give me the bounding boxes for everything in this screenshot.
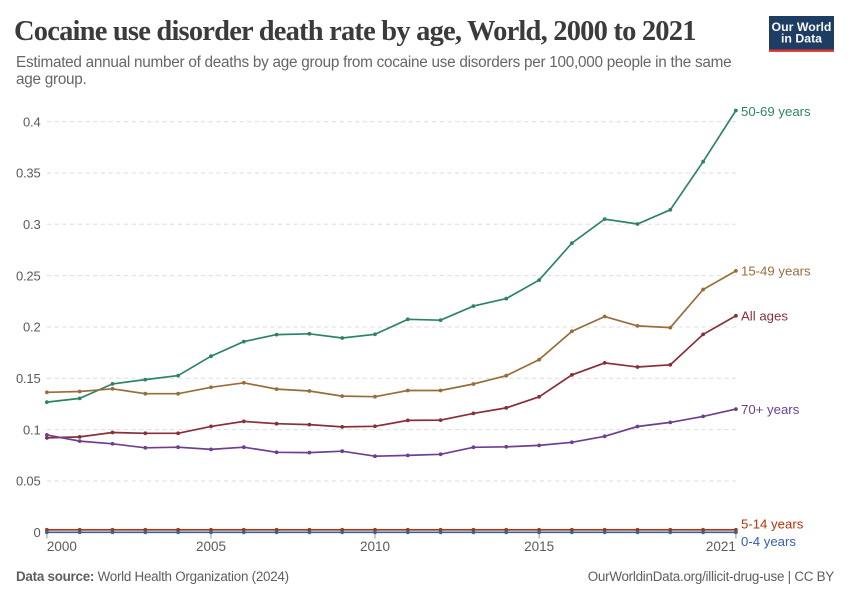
svg-text:0.15: 0.15 (16, 371, 41, 386)
svg-text:All ages: All ages (741, 309, 788, 324)
svg-text:in Data: in Data (781, 32, 822, 46)
svg-text:2015: 2015 (524, 539, 554, 554)
svg-text:0-4 years: 0-4 years (741, 534, 796, 549)
svg-text:OurWorldinData.org/illicit-dru: OurWorldinData.org/illicit-drug-use | CC… (588, 569, 835, 584)
svg-text:70+ years: 70+ years (741, 402, 800, 417)
svg-text:2010: 2010 (360, 539, 390, 554)
svg-text:15-49 years: 15-49 years (741, 264, 811, 279)
svg-text:Data source: World Health Orga: Data source: World Health Organization (… (16, 569, 289, 584)
svg-text:0.4: 0.4 (23, 114, 40, 129)
svg-text:age group.: age group. (16, 71, 87, 88)
svg-text:2005: 2005 (196, 539, 226, 554)
svg-text:0.3: 0.3 (23, 217, 40, 232)
svg-text:0.1: 0.1 (23, 422, 40, 437)
svg-text:5-14 years: 5-14 years (741, 516, 804, 531)
svg-text:0: 0 (33, 525, 40, 540)
svg-text:0.35: 0.35 (16, 166, 41, 181)
svg-text:0.05: 0.05 (16, 474, 41, 489)
svg-text:Estimated annual number of dea: Estimated annual number of deaths by age… (16, 54, 731, 71)
svg-text:0.2: 0.2 (23, 320, 40, 335)
svg-text:0.25: 0.25 (16, 268, 41, 283)
svg-text:Our World: Our World (772, 20, 832, 34)
svg-text:50-69 years: 50-69 years (741, 104, 811, 119)
svg-text:2000: 2000 (47, 539, 77, 554)
svg-text:2021: 2021 (706, 539, 736, 554)
svg-text:Cocaine use disorder death rat: Cocaine use disorder death rate by age, … (14, 16, 696, 47)
